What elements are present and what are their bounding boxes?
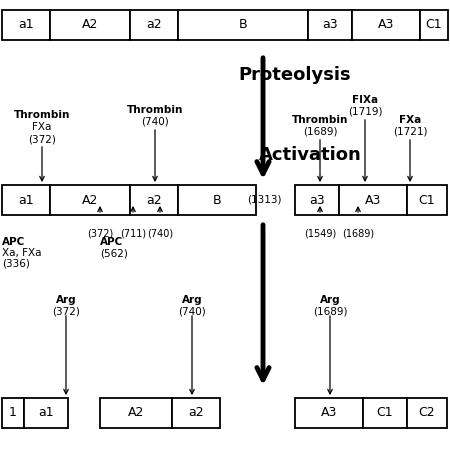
Text: Thrombin: Thrombin <box>14 110 70 120</box>
Text: (372): (372) <box>87 228 113 238</box>
Text: A3: A3 <box>378 18 394 32</box>
FancyBboxPatch shape <box>100 398 172 428</box>
FancyBboxPatch shape <box>308 10 352 40</box>
FancyBboxPatch shape <box>24 398 68 428</box>
FancyBboxPatch shape <box>420 10 448 40</box>
Text: (1549): (1549) <box>304 228 336 238</box>
Text: Thrombin: Thrombin <box>292 115 348 125</box>
Text: (1721): (1721) <box>393 127 427 137</box>
Text: (1689): (1689) <box>342 228 374 238</box>
FancyBboxPatch shape <box>295 398 363 428</box>
Text: B: B <box>238 18 248 32</box>
Text: A3: A3 <box>321 406 337 419</box>
Text: A3: A3 <box>365 194 381 207</box>
Text: APC: APC <box>2 237 25 247</box>
FancyBboxPatch shape <box>50 10 130 40</box>
Text: APC: APC <box>100 237 123 247</box>
FancyBboxPatch shape <box>172 398 220 428</box>
Text: Arg: Arg <box>56 295 76 305</box>
Text: FXa: FXa <box>399 115 421 125</box>
Text: a1: a1 <box>38 406 54 419</box>
FancyBboxPatch shape <box>2 185 50 215</box>
Text: Proteolysis: Proteolysis <box>238 66 351 84</box>
Text: C1: C1 <box>377 406 393 419</box>
Text: A2: A2 <box>128 406 144 419</box>
Text: A2: A2 <box>82 18 98 32</box>
Text: C2: C2 <box>418 406 435 419</box>
Text: (1689): (1689) <box>303 127 337 137</box>
FancyBboxPatch shape <box>339 185 407 215</box>
Text: (740): (740) <box>147 228 173 238</box>
Text: Xa, FXa: Xa, FXa <box>2 248 41 258</box>
Text: Arg: Arg <box>182 295 202 305</box>
Text: FXa: FXa <box>32 122 52 132</box>
FancyBboxPatch shape <box>130 10 178 40</box>
Text: (372): (372) <box>28 134 56 144</box>
Text: Arg: Arg <box>320 295 340 305</box>
Text: a2: a2 <box>146 18 162 32</box>
Text: a1: a1 <box>18 18 34 32</box>
Text: Activation: Activation <box>259 146 361 164</box>
FancyBboxPatch shape <box>352 10 420 40</box>
Text: 1: 1 <box>9 406 17 419</box>
Text: A2: A2 <box>82 194 98 207</box>
Text: (562): (562) <box>100 248 128 258</box>
Text: Thrombin: Thrombin <box>127 105 183 115</box>
Text: (740): (740) <box>141 117 169 127</box>
FancyBboxPatch shape <box>178 10 308 40</box>
FancyBboxPatch shape <box>407 185 447 215</box>
Text: (372): (372) <box>52 306 80 316</box>
Text: C1: C1 <box>426 18 442 32</box>
Text: (1313): (1313) <box>247 195 281 205</box>
Text: a3: a3 <box>309 194 325 207</box>
FancyBboxPatch shape <box>363 398 407 428</box>
Text: (1689): (1689) <box>313 306 347 316</box>
Text: C1: C1 <box>418 194 435 207</box>
FancyBboxPatch shape <box>130 185 178 215</box>
Text: (1719): (1719) <box>348 107 382 117</box>
FancyBboxPatch shape <box>2 398 24 428</box>
Text: FIXa: FIXa <box>352 95 378 105</box>
Text: a2: a2 <box>188 406 204 419</box>
Text: B: B <box>213 194 221 207</box>
Text: a2: a2 <box>146 194 162 207</box>
FancyBboxPatch shape <box>407 398 447 428</box>
Text: a3: a3 <box>322 18 338 32</box>
Text: (711): (711) <box>120 228 146 238</box>
Text: (740): (740) <box>178 306 206 316</box>
Text: a1: a1 <box>18 194 34 207</box>
FancyBboxPatch shape <box>178 185 256 215</box>
FancyBboxPatch shape <box>2 10 50 40</box>
FancyBboxPatch shape <box>295 185 339 215</box>
FancyBboxPatch shape <box>50 185 130 215</box>
Text: (336): (336) <box>2 259 30 269</box>
